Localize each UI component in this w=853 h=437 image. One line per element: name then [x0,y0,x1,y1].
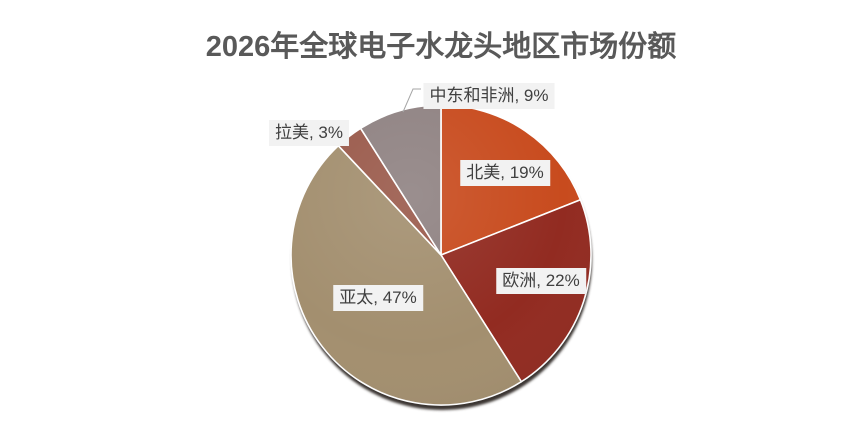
data-label-unit: % [528,163,544,182]
data-label-value: 22 [545,271,565,290]
data-label-unit: % [327,123,344,142]
data-label-value: 3 [318,123,328,142]
data-label-middle-east-africa: 中东和非洲, 9% [423,83,555,109]
data-label-category: 中东和非洲 [429,86,515,105]
data-label-category: 北美 [466,163,501,182]
data-label-latin-america: 拉美, 3% [268,120,350,146]
data-label-asia-pacific: 亚太, 47% [333,285,423,311]
data-label-europe: 欧洲, 22% [496,268,586,294]
data-label-value: 19 [509,163,529,182]
data-label-category: 拉美 [274,123,309,142]
leader-lines [402,88,421,113]
chart-title: 2026年全球电子水龙头地区市场份额 [205,31,677,63]
data-label-category: 欧洲 [502,271,537,290]
data-label-value: 9 [523,86,534,105]
pie-slices [290,104,592,406]
data-label-unit: % [533,86,549,105]
leader-line-middle-east-africa [402,88,421,113]
data-label-north-america: 北美, 19% [460,160,550,186]
data-label-category: 亚太 [339,288,374,307]
data-label-unit: % [564,271,580,290]
data-label-unit: % [401,288,417,307]
data-label-value: 47 [382,288,402,307]
